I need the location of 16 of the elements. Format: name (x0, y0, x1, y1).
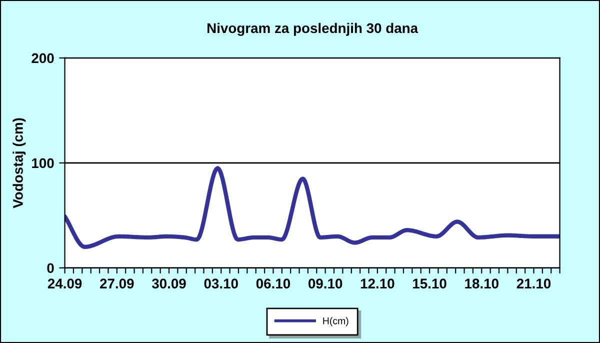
x-tick-label: 12.10 (360, 278, 394, 288)
x-tick-label: 09.10 (308, 278, 342, 288)
y-tick-label: 100 (32, 158, 54, 168)
y-tick-label: 0 (47, 263, 54, 274)
legend-label: H(cm) (323, 317, 348, 326)
x-tick-label: 15.10 (413, 278, 446, 288)
chart-title: Nivogram za poslednjih 30 dana (208, 22, 418, 36)
x-tick-label: 21.10 (516, 278, 551, 288)
x-tick-label: 24.09 (48, 278, 82, 288)
x-tick-label: 30.09 (152, 278, 186, 289)
x-tick-label: 03.10 (204, 278, 238, 289)
y-tick-label: 200 (32, 53, 54, 64)
x-tick-label: 06.10 (256, 278, 290, 288)
x-tick-label: 18.10 (465, 278, 498, 288)
x-tick-label: 27.09 (100, 278, 134, 288)
y-axis-title: Vodostaj (cm) (12, 118, 26, 208)
